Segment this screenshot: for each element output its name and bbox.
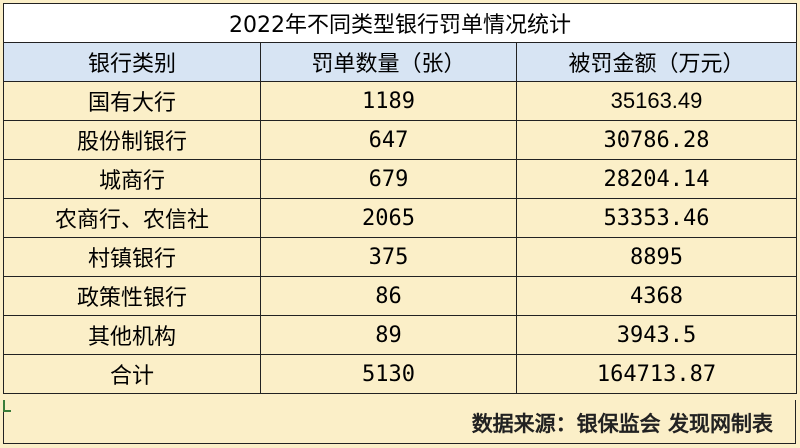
cell-count[interactable]: 375 <box>260 237 517 277</box>
source-footer-cell[interactable]: 数据来源：银保监会 发现网制表 <box>3 400 796 444</box>
title-row: 2022年不同类型银行罚单情况统计 <box>2 3 798 43</box>
table-row: 国有大行 1189 35163.49 <box>3 81 798 121</box>
cell-count[interactable]: 2065 <box>260 198 517 238</box>
cell-amount[interactable]: 30786.28 <box>515 120 798 160</box>
table-row: 城商行 679 28204.14 <box>3 159 798 199</box>
cell-amount[interactable]: 3943.5 <box>515 315 798 355</box>
cell-category[interactable]: 国有大行 <box>3 81 261 121</box>
cell-error-marker-icon <box>3 400 11 412</box>
table-row: 股份制银行 647 30786.28 <box>3 120 798 160</box>
cell-category[interactable]: 城商行 <box>3 159 261 199</box>
cell-category[interactable]: 村镇银行 <box>3 237 261 277</box>
cell-amount[interactable]: 35163.49 <box>515 81 798 121</box>
cell-amount[interactable]: 28204.14 <box>515 159 798 199</box>
cell-count[interactable]: 679 <box>260 159 517 199</box>
cell-count[interactable]: 647 <box>260 120 517 160</box>
cell-count[interactable]: 5130 <box>260 354 517 394</box>
table-row: 农商行、农信社 2065 53353.46 <box>3 198 798 238</box>
cell-category[interactable]: 政策性银行 <box>3 276 261 316</box>
cell-category[interactable]: 农商行、农信社 <box>3 198 261 238</box>
cell-category[interactable]: 其他机构 <box>3 315 261 355</box>
cell-amount[interactable]: 8895 <box>515 237 798 277</box>
bank-penalty-table: 2022年不同类型银行罚单情况统计 银行类别 罚单数量（张） 被罚金额（万元） … <box>2 3 798 394</box>
header-amount[interactable]: 被罚金额（万元） <box>515 42 798 82</box>
cell-amount[interactable]: 164713.87 <box>515 354 798 394</box>
cell-amount[interactable]: 53353.46 <box>515 198 798 238</box>
table-title[interactable]: 2022年不同类型银行罚单情况统计 <box>2 3 798 43</box>
source-note: 数据来源：银保监会 发现网制表 <box>471 412 773 436</box>
header-category[interactable]: 银行类别 <box>3 42 261 82</box>
header-count[interactable]: 罚单数量（张） <box>260 42 517 82</box>
total-row: 合计 5130 164713.87 <box>3 354 798 394</box>
table-row: 政策性银行 86 4368 <box>3 276 798 316</box>
cell-category[interactable]: 合计 <box>3 354 261 394</box>
cell-count[interactable]: 89 <box>260 315 517 355</box>
cell-category[interactable]: 股份制银行 <box>3 120 261 160</box>
table-row: 其他机构 89 3943.5 <box>3 315 798 355</box>
cell-count[interactable]: 1189 <box>260 81 517 121</box>
cell-count[interactable]: 86 <box>260 276 517 316</box>
table-row: 村镇银行 375 8895 <box>3 237 798 277</box>
header-row: 银行类别 罚单数量（张） 被罚金额（万元） <box>3 42 798 82</box>
cell-amount[interactable]: 4368 <box>515 276 798 316</box>
